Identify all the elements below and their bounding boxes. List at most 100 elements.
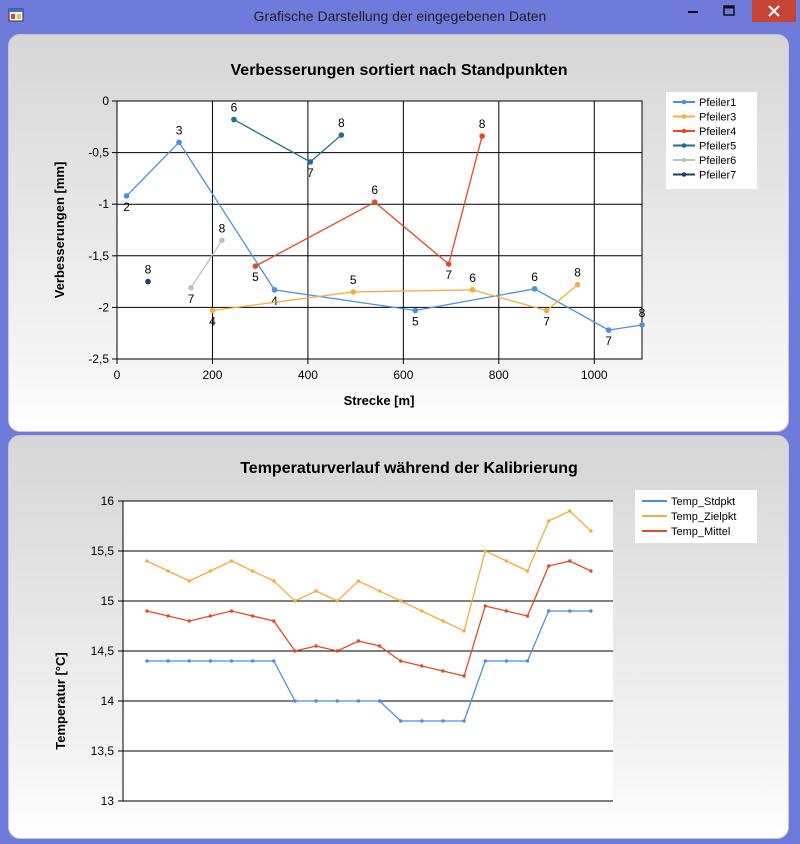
y-tick-label: 13 <box>101 794 115 808</box>
data-point <box>208 569 213 573</box>
data-point <box>483 549 487 553</box>
legend-label: Temp_Stdpkt <box>671 496 735 508</box>
series-line <box>146 510 592 632</box>
data-point <box>398 659 403 663</box>
legend: Pfeiler1 Pfeiler3 Pfeiler4 Pfeiler5 Pfeiler6… <box>666 92 757 189</box>
data-point <box>252 263 259 269</box>
maximize-button[interactable] <box>716 0 742 22</box>
title-bar: Grafische Darstellung der eingegebenen D… <box>0 0 800 32</box>
data-point <box>568 559 572 563</box>
data-point <box>462 629 466 633</box>
data-label: 8 <box>574 266 581 280</box>
y-tick-label: 15 <box>101 594 115 608</box>
data-label: 4 <box>209 314 216 328</box>
data-label: 8 <box>338 116 345 130</box>
data-label: 7 <box>188 292 195 306</box>
legend-label: Pfeiler7 <box>699 170 736 182</box>
data-label: 7 <box>605 334 612 348</box>
minimize-button[interactable] <box>680 0 706 22</box>
data-label: 8 <box>639 306 646 320</box>
data-point <box>229 609 234 613</box>
data-point <box>208 659 213 663</box>
data-point <box>271 287 278 293</box>
data-point <box>377 644 382 648</box>
chart-title: Verbesserungen sortiert nach Standpunkte… <box>231 62 568 79</box>
x-tick-label: 0 <box>114 368 121 382</box>
legend-label: Pfeiler5 <box>699 141 736 153</box>
chart-verbesserungen: Verbesserungen sortiert nach Standpunkte… <box>52 62 757 408</box>
chart-panel-temperatur: Temperaturverlauf während der Kalibrieru… <box>8 435 789 839</box>
legend-label: Pfeiler6 <box>699 155 736 167</box>
data-point <box>145 559 149 563</box>
data-label: 2 <box>123 200 130 214</box>
data-point <box>187 579 191 583</box>
data-point <box>251 659 255 663</box>
data-point <box>145 659 149 663</box>
data-point <box>371 199 378 205</box>
y-tick-label: 0 <box>102 94 109 108</box>
data-point <box>462 719 466 723</box>
data-label: 6 <box>371 183 378 197</box>
legend-label: Temp_Mittel <box>671 526 730 538</box>
data-point <box>314 644 318 648</box>
window-title: Grafische Darstellung der eingegebenen D… <box>253 8 547 24</box>
data-point <box>483 604 487 608</box>
data-point <box>123 193 130 199</box>
y-tick-label: 16 <box>101 494 115 508</box>
data-point <box>166 569 170 573</box>
data-label: 7 <box>307 166 314 180</box>
close-icon <box>768 5 780 17</box>
data-point <box>525 659 530 663</box>
data-point <box>229 659 234 663</box>
data-label: 3 <box>176 123 183 137</box>
data-point <box>483 659 487 663</box>
y-tick-label: 15,5 <box>91 544 115 558</box>
data-point <box>639 322 645 328</box>
close-button[interactable] <box>752 0 796 22</box>
legend: Temp_Stdpkt Temp_Zielpkt Temp_Mittel <box>635 490 757 543</box>
y-tick-label: 14 <box>101 694 115 708</box>
data-point <box>543 307 550 314</box>
data-point <box>441 719 445 723</box>
data-point <box>479 133 485 139</box>
legend-label: Temp_Zielpkt <box>671 511 736 523</box>
legend-marker <box>681 99 687 105</box>
data-point <box>338 132 345 138</box>
data-point <box>307 159 314 165</box>
data-point <box>420 609 424 613</box>
data-point <box>187 659 191 663</box>
data-point <box>350 289 357 295</box>
data-point <box>589 609 593 613</box>
data-point <box>504 609 509 613</box>
data-point <box>314 589 318 593</box>
legend-marker <box>681 143 687 148</box>
data-label: 6 <box>531 270 538 284</box>
x-tick-label: 600 <box>393 368 413 382</box>
data-point <box>145 609 149 613</box>
chart-panel-verbesserungen: Verbesserungen sortiert nach Standpunkte… <box>8 34 789 432</box>
data-point <box>166 614 170 618</box>
legend-marker <box>681 157 687 163</box>
data-point <box>546 564 551 568</box>
data-point <box>504 559 509 563</box>
data-point <box>574 281 581 288</box>
data-point <box>356 579 361 583</box>
data-point <box>272 619 276 623</box>
chart-title: Temperaturverlauf während der Kalibrieru… <box>240 460 578 477</box>
data-point <box>568 509 572 513</box>
data-point <box>335 699 339 703</box>
app-icon <box>8 8 24 22</box>
data-point <box>314 699 318 703</box>
data-point <box>531 286 538 292</box>
data-label: 4 <box>271 294 278 308</box>
data-point <box>605 327 612 333</box>
data-label: 7 <box>445 268 452 282</box>
data-point <box>420 664 424 668</box>
y-tick-label: -2 <box>98 300 109 314</box>
data-label: 8 <box>479 117 486 131</box>
y-tick-label: 14,5 <box>91 644 115 658</box>
y-tick-label: -0,5 <box>88 146 109 160</box>
data-point <box>356 639 361 643</box>
data-label: 8 <box>219 221 226 235</box>
